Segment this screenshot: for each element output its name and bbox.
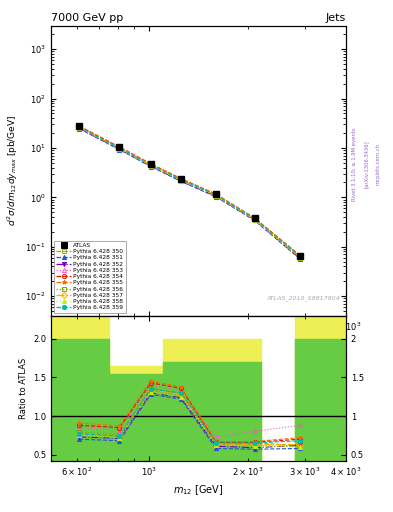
Text: Rivet 3.1.10; ≥ 1.9M events: Rivet 3.1.10; ≥ 1.9M events (352, 127, 357, 201)
Text: [arXiv:1306.3436]: [arXiv:1306.3436] (364, 140, 369, 188)
Text: Jets: Jets (325, 13, 346, 24)
Y-axis label: $d^2\sigma/dm_{12}dy_{max}$ [pb/GeV]: $d^2\sigma/dm_{12}dy_{max}$ [pb/GeV] (6, 115, 20, 226)
X-axis label: $m_{12}$ [GeV]: $m_{12}$ [GeV] (173, 484, 224, 498)
Text: mcplots.cern.ch: mcplots.cern.ch (375, 143, 380, 185)
Text: 7000 GeV pp: 7000 GeV pp (51, 13, 123, 24)
Legend: ATLAS, Pythia 6.428 350, Pythia 6.428 351, Pythia 6.428 352, Pythia 6.428 353, P: ATLAS, Pythia 6.428 350, Pythia 6.428 35… (54, 241, 126, 313)
Text: ATLAS_2010_S8817804: ATLAS_2010_S8817804 (266, 295, 340, 301)
Y-axis label: Ratio to ATLAS: Ratio to ATLAS (18, 358, 28, 419)
